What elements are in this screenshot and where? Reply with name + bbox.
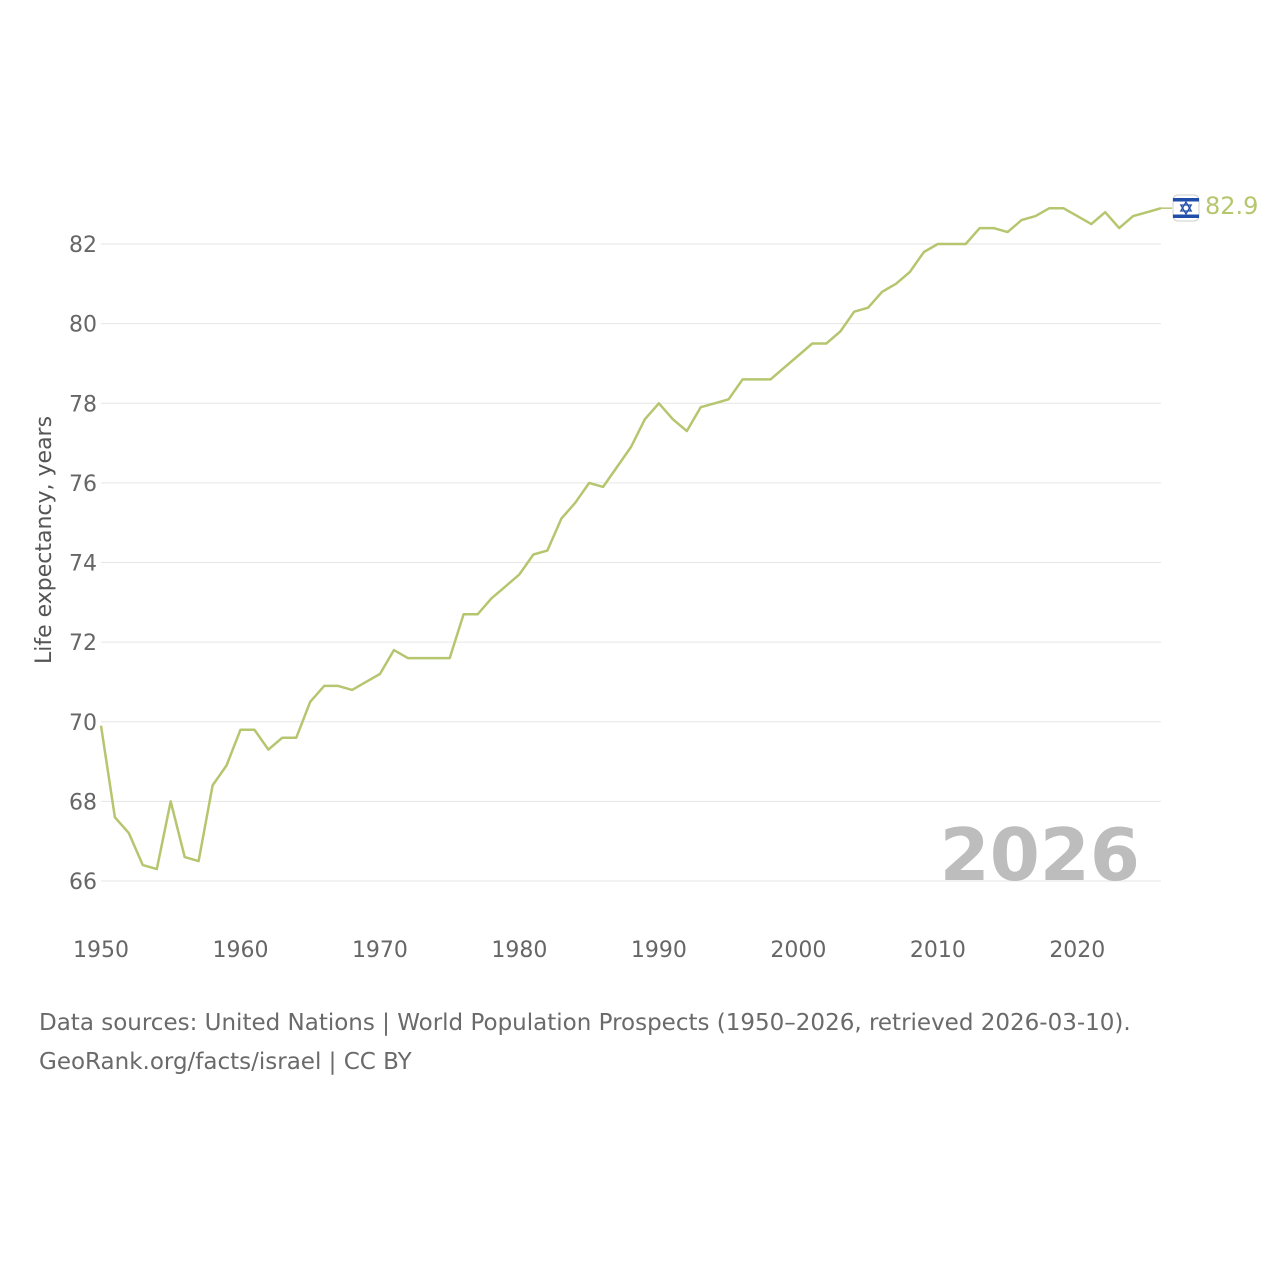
y-tick-label: 70 <box>69 711 97 736</box>
x-tick-label: 2000 <box>770 938 826 963</box>
series-line-israel <box>99 206 1162 871</box>
x-tick-label: 1950 <box>73 938 129 963</box>
y-tick-label: 68 <box>69 790 97 815</box>
end-value-label: 82.9 <box>1205 192 1258 220</box>
y-tick-label: 78 <box>69 392 97 417</box>
y-axis-ticks: 66 68 70 72 74 76 78 80 82 <box>69 233 97 895</box>
y-tick-label: 82 <box>69 233 97 258</box>
data-sources-note: Data sources: United Nations | World Pop… <box>39 1010 1131 1036</box>
y-axis-label: Life expectancy, years <box>32 416 57 664</box>
end-label-group: 82.9 <box>1172 192 1258 222</box>
footer: Data sources: United Nations | World Pop… <box>39 1004 1131 1082</box>
x-tick-label: 2020 <box>1049 938 1105 963</box>
credit-note: GeoRank.org/facts/israel | CC BY <box>39 1049 412 1075</box>
current-year-label: 2026 <box>940 813 1140 897</box>
grid-lines <box>101 243 1161 882</box>
y-tick-label: 76 <box>69 472 97 497</box>
y-tick-label: 66 <box>69 870 97 895</box>
x-tick-label: 1960 <box>212 938 268 963</box>
y-tick-label: 74 <box>69 552 97 577</box>
y-tick-label: 72 <box>69 631 97 656</box>
series-group <box>99 206 1172 871</box>
israel-flag-icon <box>1172 194 1200 222</box>
x-tick-label: 1970 <box>352 938 408 963</box>
x-axis-ticks: 1950 1960 1970 1980 1990 2000 2010 2020 <box>73 938 1105 963</box>
x-tick-label: 1980 <box>491 938 547 963</box>
x-tick-label: 1990 <box>631 938 687 963</box>
x-tick-label: 2010 <box>910 938 966 963</box>
y-tick-label: 80 <box>69 313 97 338</box>
line-chart: 66 68 70 72 74 76 78 80 82 1950 1960 1970 1980 1990 2… <box>32 192 1258 963</box>
